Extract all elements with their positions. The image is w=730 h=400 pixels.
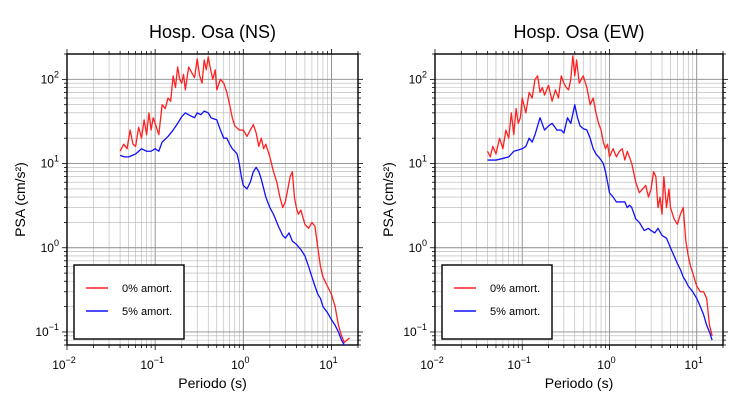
x-tick-label: 100 xyxy=(231,355,249,372)
y-tick-exp: 1 xyxy=(54,154,59,164)
y-tick-exp: −1 xyxy=(417,322,427,332)
series-group xyxy=(119,56,350,345)
y-tick-exp: 1 xyxy=(422,154,427,164)
x-tick-exp: −2 xyxy=(66,355,76,365)
x-tick-exp: 1 xyxy=(333,355,338,365)
x-tick-exp: 1 xyxy=(698,355,703,365)
y-tick-exp: −1 xyxy=(49,322,59,332)
x-tick-label: 101 xyxy=(319,355,337,372)
y-tick-label: 101 xyxy=(409,154,427,171)
legend-label: 0% amort. xyxy=(490,283,540,295)
y-tick-label: 100 xyxy=(409,238,427,255)
y-tick-exp: 0 xyxy=(422,238,427,248)
y-tick-label: 100 xyxy=(41,238,59,255)
chart-title: Hosp. Osa (EW) xyxy=(513,22,644,42)
x-tick-label: 10−2 xyxy=(52,355,76,372)
x-axis-label: Periodo (s) xyxy=(545,375,613,391)
chart-title: Hosp. Osa (NS) xyxy=(149,22,276,42)
x-tick-base: 10 xyxy=(597,358,611,372)
x-tick-exp: 0 xyxy=(244,355,249,365)
y-tick-base: 10 xyxy=(35,325,49,339)
y-tick-exp: 2 xyxy=(54,69,59,79)
y-tick-label: 102 xyxy=(41,69,59,86)
x-tick-exp: −2 xyxy=(434,355,444,365)
y-tick-base: 10 xyxy=(403,325,417,339)
y-tick-base: 10 xyxy=(409,157,423,171)
y-tick-base: 10 xyxy=(409,72,423,86)
x-tick-exp: 0 xyxy=(611,355,616,365)
y-tick-label: 102 xyxy=(409,69,427,86)
x-tick-base: 10 xyxy=(319,358,333,372)
y-tick-base: 10 xyxy=(409,241,423,255)
x-tick-base: 10 xyxy=(420,358,434,372)
x-tick-base: 10 xyxy=(507,358,521,372)
y-tick-label: 10−1 xyxy=(35,322,59,339)
legend: 0% amort. 5% amort. xyxy=(73,264,185,340)
ticks xyxy=(62,49,363,350)
legend-box xyxy=(73,264,185,340)
x-tick-base: 10 xyxy=(685,358,699,372)
legend-label: 5% amort. xyxy=(122,306,172,318)
series-line xyxy=(119,56,350,344)
y-tick-base: 10 xyxy=(41,157,55,171)
y-axis-label: PSA (cm/s²) xyxy=(380,162,396,237)
x-tick-label: 10−2 xyxy=(420,355,444,372)
x-tick-exp: −1 xyxy=(521,355,531,365)
x-tick-exp: −1 xyxy=(154,355,164,365)
x-tick-label: 100 xyxy=(597,355,615,372)
x-tick-label: 10−1 xyxy=(507,355,531,372)
x-tick-base: 10 xyxy=(140,358,154,372)
plot-frame xyxy=(66,53,359,346)
ticks xyxy=(430,49,728,350)
x-tick-label: 10−1 xyxy=(140,355,164,372)
legend-label: 0% amort. xyxy=(122,283,172,295)
x-tick-label: 101 xyxy=(685,355,703,372)
legend: 0% amort. 5% amort. xyxy=(441,264,553,340)
legend-label: 5% amort. xyxy=(490,306,540,318)
series-line xyxy=(486,55,713,336)
x-axis-label: Periodo (s) xyxy=(178,375,246,391)
series-line xyxy=(119,110,347,345)
y-tick-exp: 2 xyxy=(422,69,427,79)
series-group xyxy=(486,55,713,341)
y-tick-base: 10 xyxy=(41,72,55,86)
y-tick-exp: 0 xyxy=(54,238,59,248)
y-tick-label: 101 xyxy=(41,154,59,171)
series-line xyxy=(487,104,713,341)
y-tick-label: 10−1 xyxy=(403,322,427,339)
y-axis-label: PSA (cm/s²) xyxy=(12,162,28,237)
x-tick-base: 10 xyxy=(231,358,245,372)
x-tick-base: 10 xyxy=(52,358,66,372)
plot-frame xyxy=(434,53,724,346)
y-tick-base: 10 xyxy=(41,241,55,255)
legend-box xyxy=(441,264,553,340)
